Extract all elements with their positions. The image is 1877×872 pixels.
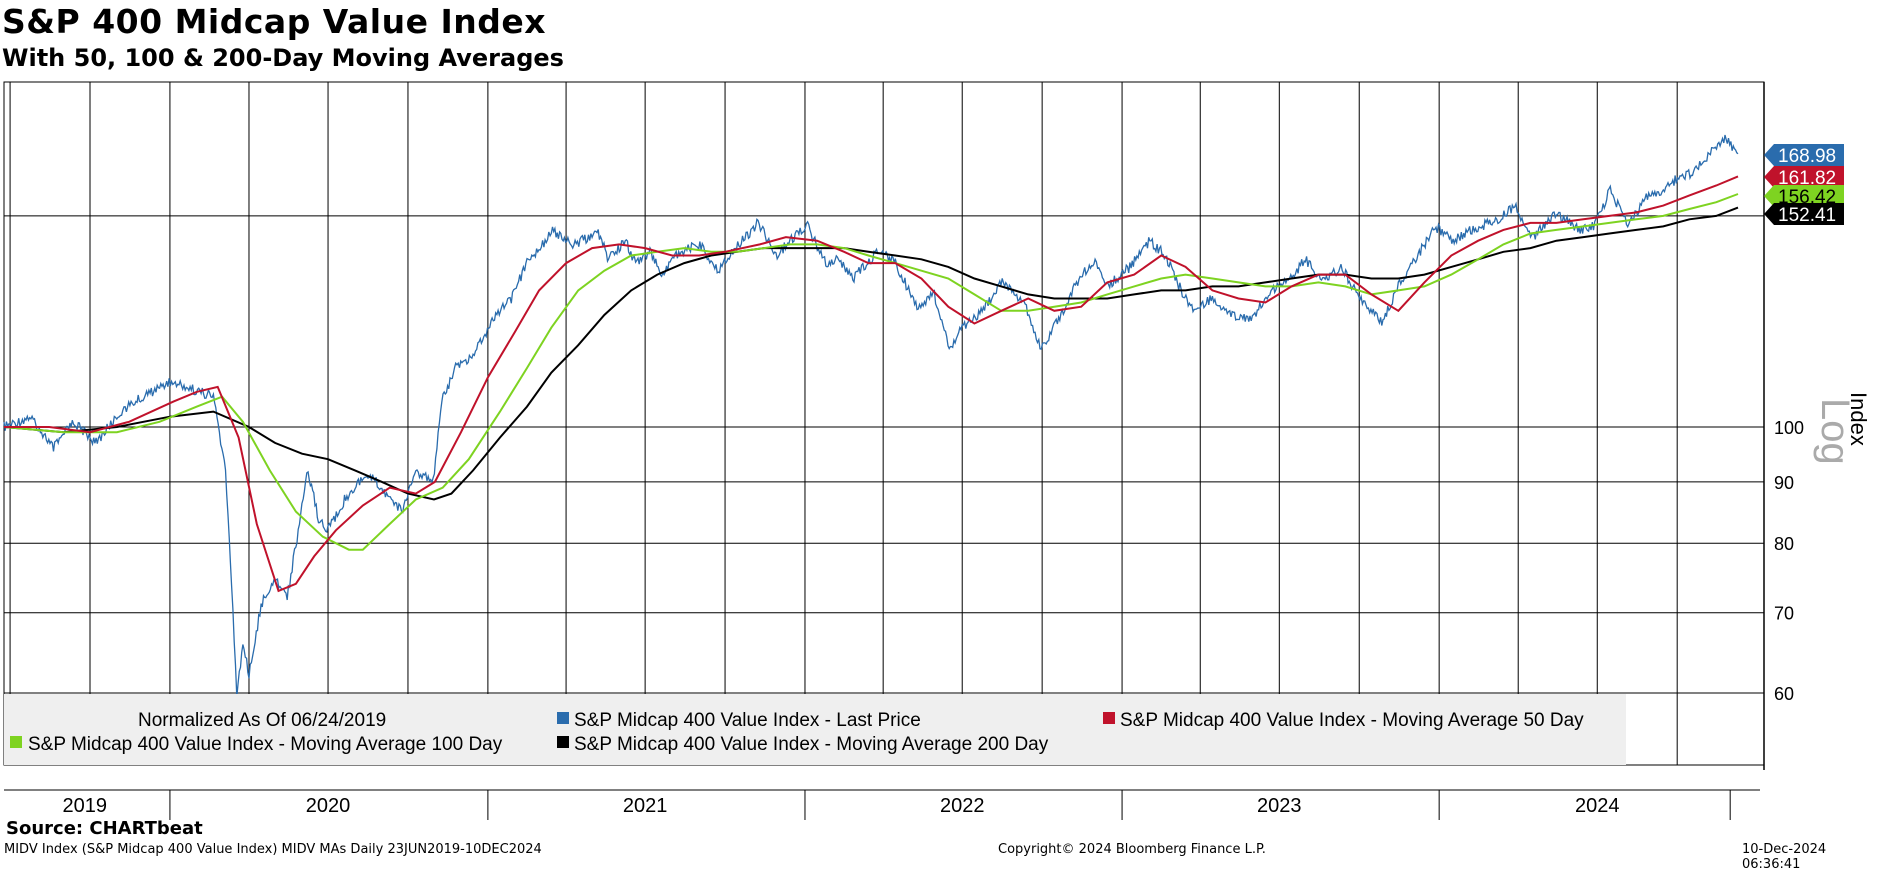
- copyright: Copyright© 2024 Bloomberg Finance L.P.: [998, 842, 1266, 857]
- chart-title: S&P 400 Midcap Value Index: [2, 2, 547, 41]
- legend-swatch-last-price: [557, 712, 569, 724]
- legend-entry-ma50: S&P Midcap 400 Value Index - Moving Aver…: [1120, 710, 1584, 731]
- log-scale-label: Log: [1813, 398, 1857, 465]
- x-tick-label: 2020: [306, 795, 351, 817]
- legend-entry-ma100: S&P Midcap 400 Value Index - Moving Aver…: [28, 734, 503, 755]
- last-value-tag-ma50-shape: [1764, 166, 1844, 188]
- x-tick-label: 2023: [1257, 795, 1302, 817]
- x-tick-label: 2022: [940, 795, 985, 817]
- series-line-ma200: [3, 206, 1739, 501]
- series-line-ma50: [4, 175, 1739, 593]
- x-tick-label: 2024: [1575, 795, 1620, 817]
- y-axis-label: Index: [1846, 392, 1871, 446]
- series-line-last-price: [3, 134, 1739, 698]
- last-value-tag-ma50: 161.82: [1778, 168, 1836, 189]
- x-tick-label: 2021: [623, 795, 668, 817]
- legend-entry-last-price: S&P Midcap 400 Value Index - Last Price: [574, 710, 921, 731]
- chart-subtitle: With 50, 100 & 200-Day Moving Averages: [2, 44, 564, 72]
- legend-background: [4, 694, 1626, 765]
- legend: Normalized As Of 06/24/2019 S&P Midcap 4…: [4, 694, 1626, 765]
- legend-swatch-ma50: [1103, 712, 1115, 724]
- legend-swatch-ma200: [557, 736, 569, 748]
- last-value-tag-price-shape: [1764, 144, 1844, 166]
- y-tick-label: 60: [1774, 684, 1794, 704]
- last-value-tag-ma100-shape: [1764, 185, 1844, 207]
- last-value-tag-ma200-shape: [1764, 203, 1844, 225]
- source-label: Source: CHARTbeat: [6, 818, 203, 839]
- y-tick-label: 90: [1774, 473, 1794, 493]
- y-tick-label: 80: [1774, 534, 1794, 554]
- series-lines: [3, 134, 1739, 698]
- legend-entry-ma200: S&P Midcap 400 Value Index - Moving Aver…: [574, 734, 1049, 755]
- grid-lines: [3, 81, 1765, 766]
- last-value-tag-ma200: 152.41: [1778, 205, 1836, 226]
- legend-note: Normalized As Of 06/24/2019: [138, 710, 386, 731]
- plot-frame: [3, 81, 1765, 766]
- ticker-info: MIDV Index (S&P Midcap 400 Value Index) …: [4, 842, 542, 857]
- x-tick-label: 2019: [63, 795, 108, 817]
- last-value-tag-ma100: 156.42: [1778, 187, 1836, 208]
- y-tick-label: 100: [1774, 418, 1804, 438]
- legend-swatch-ma100: [10, 736, 22, 748]
- y-tick-label: 70: [1774, 604, 1794, 624]
- timestamp: 10-Dec-2024 06:36:41: [1742, 842, 1827, 872]
- last-value-tag-price: 168.98: [1778, 146, 1836, 167]
- series-line-ma100: [3, 193, 1739, 551]
